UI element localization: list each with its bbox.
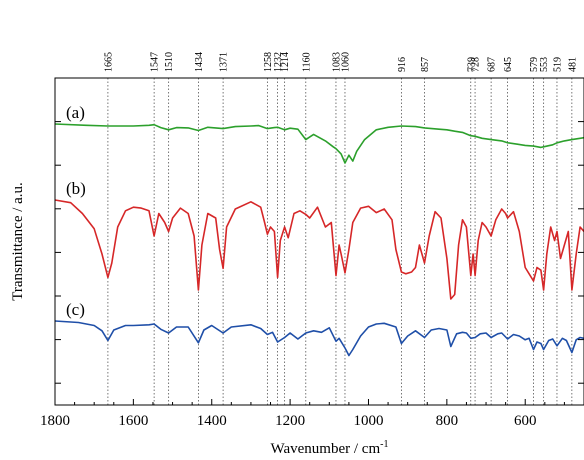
peak-label-687: 687 xyxy=(487,57,498,72)
plot-frame xyxy=(54,77,584,406)
peak-label-1060: 1060 xyxy=(340,52,351,72)
series-label-c: (c) xyxy=(66,300,85,319)
peak-label-1232: 1232 xyxy=(273,52,284,72)
peak-label-579: 579 xyxy=(529,57,540,72)
peak-label-1434: 1434 xyxy=(194,52,205,72)
y-axis-title: Transmittance / a.u. xyxy=(10,182,26,301)
series-label-a: (a) xyxy=(66,103,85,122)
peak-label-1665: 1665 xyxy=(103,52,114,72)
series-label-b: (b) xyxy=(66,179,86,198)
series-line-b xyxy=(54,199,584,300)
series-line-c xyxy=(54,320,584,357)
peak-label-1258: 1258 xyxy=(263,52,274,72)
x-axis-title-superscript: -1 xyxy=(380,439,388,450)
peak-label-481: 481 xyxy=(567,57,578,72)
peak-label-1547: 1547 xyxy=(150,52,161,72)
peak-label-1214: 1214 xyxy=(280,52,291,72)
peak-label-1160: 1160 xyxy=(301,52,312,72)
peak-label-1371: 1371 xyxy=(219,52,230,72)
spectra-series xyxy=(54,123,584,357)
peak-label-739: 739 xyxy=(466,57,477,72)
x-tick-label-1400: 1400 xyxy=(197,413,227,429)
x-tick-label-1000: 1000 xyxy=(353,413,383,429)
x-tick-label-1600: 1600 xyxy=(118,413,148,429)
peak-label-645: 645 xyxy=(503,57,514,72)
x-tick-label-800: 800 xyxy=(436,413,459,429)
x-tick-label-1800: 1800 xyxy=(40,413,70,429)
peak-label-857: 857 xyxy=(420,57,431,72)
peak-label-553: 553 xyxy=(539,57,550,72)
peak-label-1083: 1083 xyxy=(331,52,342,72)
x-axis-title-text: Wavenumber / cm xyxy=(271,441,381,457)
peak-label-1510: 1510 xyxy=(164,52,175,72)
peak-label-916: 916 xyxy=(397,57,408,72)
axis-ticks xyxy=(54,121,584,405)
peak-label-728: 728 xyxy=(471,57,482,72)
x-tick-label-600: 600 xyxy=(514,413,537,429)
series-line-a xyxy=(54,123,584,164)
x-axis-title: Wavenumber / cm-1 xyxy=(271,439,389,457)
peak-label-519: 519 xyxy=(552,57,563,72)
x-tick-label-1200: 1200 xyxy=(275,413,305,429)
